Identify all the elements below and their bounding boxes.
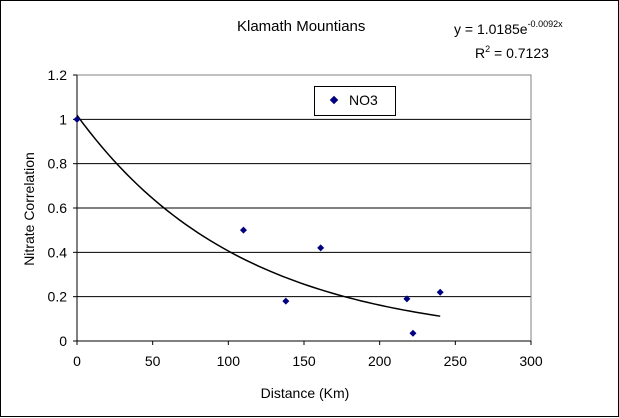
- legend-label-no3: NO3: [349, 92, 378, 108]
- trendline-equation: y = 1.0185e-0.0092x: [454, 19, 563, 37]
- r2-value: = 0.7123: [490, 45, 549, 61]
- trendline-curve: [76, 114, 441, 317]
- data-point-0-2: [282, 297, 290, 305]
- x-tick-label-6: 300: [519, 353, 543, 369]
- data-point-0-6: [436, 288, 444, 296]
- x-tick-label-1: 50: [145, 353, 161, 369]
- x-tick-label-4: 200: [368, 353, 392, 369]
- y-tick-label-1: 0.2: [48, 289, 68, 305]
- data-point-0-3: [317, 244, 325, 252]
- y-tick-label-5: 1: [59, 111, 67, 127]
- x-tick-label-2: 100: [217, 353, 241, 369]
- tick-labels: 0 0.2 0.4 0.6 0.8 1 1.2 0 50 100 150 200 250 300: [48, 67, 543, 369]
- y-tick-label-0: 0: [59, 333, 67, 349]
- gridlines: [77, 74, 531, 298]
- data-point-0-1: [239, 226, 247, 234]
- data-points: [73, 115, 444, 337]
- data-point-0-5: [409, 329, 417, 337]
- data-point-0-4: [403, 295, 411, 303]
- r2-superscript: 2: [485, 44, 491, 54]
- y-tick-label-6: 1.2: [48, 67, 68, 83]
- y-tick-label-4: 0.8: [48, 156, 68, 172]
- r2-prefix: R: [475, 45, 486, 61]
- equation-exponent: -0.0092x: [527, 19, 563, 29]
- y-tick-label-3: 0.6: [48, 200, 68, 216]
- x-tick-label-3: 150: [292, 353, 316, 369]
- x-tick-label-0: 0: [73, 353, 81, 369]
- x-tick-label-5: 250: [444, 353, 468, 369]
- r-squared-label: R2 = 0.7123: [475, 44, 549, 61]
- y-tick-label-2: 0.4: [48, 244, 68, 260]
- x-axis-label: Distance (Km): [260, 385, 350, 401]
- data-point-0-0: [73, 115, 81, 123]
- legend-diamond-marker: [329, 95, 339, 105]
- legend: NO3: [314, 86, 396, 116]
- y-axis-label: Nitrate Correlation: [21, 152, 37, 266]
- chart-title: Klamath Mountians: [237, 18, 366, 35]
- equation-base: y = 1.0185e: [454, 21, 528, 37]
